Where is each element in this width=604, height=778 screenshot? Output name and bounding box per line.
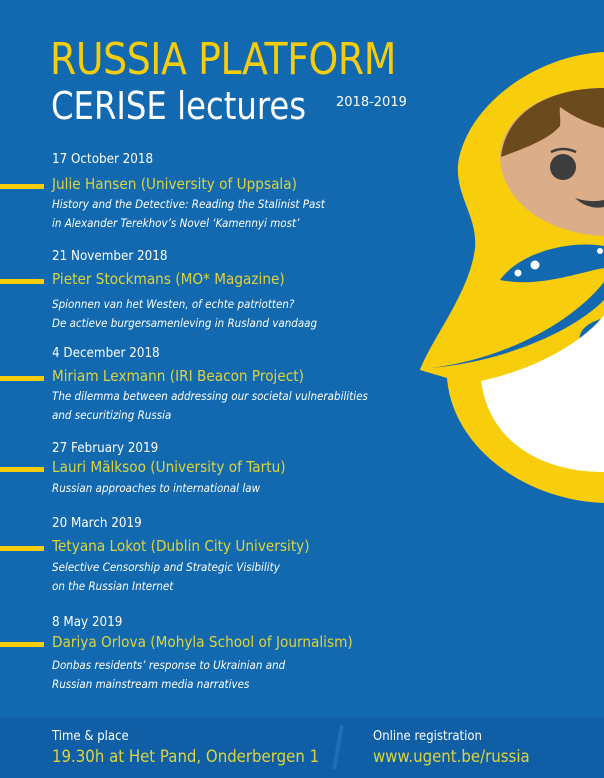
lecture-date: 27 February 2019 — [52, 441, 159, 456]
lecture-date: 21 November 2018 — [52, 249, 168, 264]
lecture-title-line: Selective Censorship and Strategic Visib… — [52, 560, 280, 574]
lecture-date: 8 May 2019 — [52, 615, 123, 630]
timeline-marker — [0, 642, 44, 647]
lecture-speaker: Julie Hansen (University of Uppsala) — [52, 175, 297, 193]
doll-eye — [550, 154, 576, 180]
lecture-title-line: History and the Detective: Reading the S… — [52, 197, 325, 211]
lecture-date: 4 December 2018 — [52, 346, 160, 361]
lecture-speaker: Miriam Lexmann (IRI Beacon Project) — [52, 367, 304, 385]
page-subtitle: CERISE lectures — [51, 84, 307, 128]
divider — [332, 725, 344, 769]
doll-hair — [501, 88, 604, 157]
lecture-title-line: Russian approaches to international law — [52, 481, 261, 495]
lecture-title-line: in Alexander Terekhov’s Novel ‘Kamennyi … — [52, 216, 300, 230]
doll-scarf — [500, 244, 604, 283]
doll-smile — [575, 198, 604, 208]
lecture-speaker: Tetyana Lokot (Dublin City University) — [52, 537, 310, 555]
lecture-title-line: Spionnen van het Westen, of echte patrio… — [52, 297, 295, 311]
lecture-date: 20 March 2019 — [52, 516, 142, 531]
doll-eyebrow — [550, 147, 577, 154]
time-place-label: Time & place — [52, 729, 129, 744]
lecture-title-line: The dilemma between addressing our socie… — [52, 389, 368, 403]
lecture-date: 17 October 2018 — [52, 152, 154, 167]
lecture-title-line: and securitizing Russia — [52, 408, 172, 422]
timeline-marker — [0, 467, 44, 472]
registration-label: Online registration — [373, 729, 482, 744]
lecture-title-line: on the Russian Internet — [52, 579, 174, 593]
timeline-marker — [0, 546, 44, 551]
registration-link[interactable]: www.ugent.be/russia — [373, 747, 530, 767]
doll-scarf-stripe — [430, 282, 604, 368]
lecture-title-line: De actieve burgersamenleving in Rusland … — [52, 316, 318, 330]
time-place-value: 19.30h at Het Pand, Onderbergen 1 — [52, 747, 320, 767]
timeline-marker — [0, 279, 44, 284]
doll-apron — [481, 315, 604, 472]
lecture-speaker: Pieter Stockmans (MO* Magazine) — [52, 270, 285, 288]
page-title: RUSSIA PLATFORM — [50, 34, 396, 85]
lecture-speaker: Dariya Orlova (Mohyla School of Journali… — [52, 633, 353, 651]
timeline-marker — [0, 376, 44, 381]
footer: Time & place 19.30h at Het Pand, Onderbe… — [0, 717, 604, 778]
timeline-marker — [0, 184, 44, 189]
lecture-title-line: Donbas residents’ response to Ukrainian … — [52, 658, 286, 672]
lecture-title-line: Russian mainstream media narratives — [52, 677, 250, 691]
lecture-speaker: Lauri Mälksoo (University of Tartu) — [52, 458, 286, 476]
season-years: 2018-2019 — [336, 95, 407, 110]
